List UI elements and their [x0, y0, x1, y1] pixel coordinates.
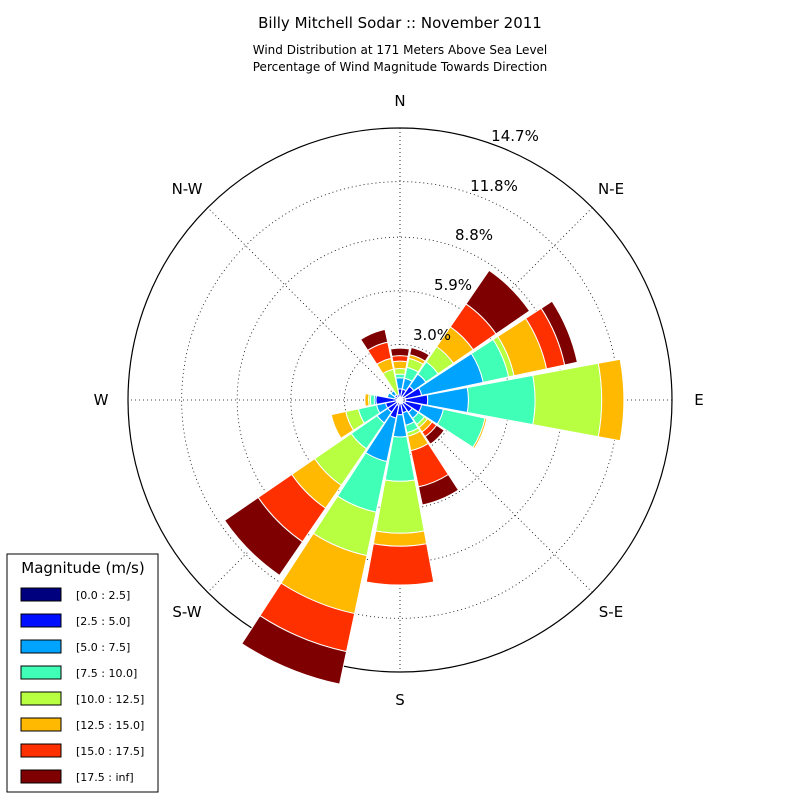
legend-entry-label: [12.5 : 15.0]	[76, 719, 144, 732]
legend-swatch	[20, 691, 62, 706]
legend-entry-label: [5.0 : 7.5]	[76, 641, 130, 654]
windrose-bar-segment	[389, 347, 411, 357]
direction-label: N-W	[172, 180, 203, 198]
direction-label: N-E	[598, 180, 624, 198]
radial-tick-label: 3.0%	[413, 326, 451, 344]
windrose-bar-segment	[330, 410, 355, 439]
windrose-bar-segment	[392, 360, 408, 370]
legend-entry-label: [2.5 : 5.0]	[76, 615, 130, 628]
windrose-bar-segment	[409, 346, 430, 362]
legend-swatch	[20, 613, 62, 628]
legend-entry-label: [0.0 : 2.5]	[76, 589, 130, 602]
legend-swatch	[20, 769, 62, 784]
chart-subtitle-line-2: Percentage of Wind Magnitude Towards Dir…	[253, 60, 547, 74]
windrose-bar-segment	[540, 300, 578, 366]
windrose-bar-segment	[223, 496, 304, 577]
direction-label: S-E	[599, 603, 623, 621]
legend-entry-label: [7.5 : 10.0]	[76, 667, 137, 680]
legend-swatch	[20, 587, 62, 602]
legend-swatch	[20, 665, 62, 680]
legend-swatch	[20, 639, 62, 654]
windrose-bar-segment	[391, 355, 409, 363]
windrose-bar-segment	[372, 530, 428, 547]
windrose-bar-segment	[365, 543, 435, 586]
windrose-bar-segment	[386, 392, 397, 400]
windrose-bars	[223, 269, 625, 685]
legend-title: Magnitude (m/s)	[21, 559, 144, 577]
windrose-bar-segment	[472, 417, 488, 450]
windrose-bar-segment	[465, 269, 531, 335]
windrose-bar-segment	[597, 358, 625, 442]
legend-entry-label: [10.0 : 12.5]	[76, 693, 144, 706]
radial-tick-label: 5.9%	[434, 276, 472, 294]
windrose-bar-segment	[532, 362, 603, 438]
direction-label: S	[395, 691, 405, 709]
legend-swatch	[20, 717, 62, 732]
direction-label: E	[694, 391, 703, 409]
radial-tick-label: 11.8%	[470, 177, 518, 195]
legend: Magnitude (m/s) [0.0 : 2.5] [2.5 : 5.0] [5.…	[6, 553, 159, 793]
axis-labels: 3.0% 5.9% 8.8% 11.8% 14.7% N N-E E S-E S S-W W N-W	[94, 92, 704, 709]
windrose-bar-segment	[364, 393, 370, 407]
windrose-bar-segment	[375, 479, 425, 534]
direction-label: W	[94, 391, 109, 409]
chart-title: Billy Mitchell Sodar :: November 2011	[258, 14, 542, 32]
windrose-bar-segment	[360, 328, 389, 352]
chart-subtitle-line-1: Wind Distribution at 171 Meters Above Se…	[253, 43, 548, 57]
outer-ring	[127, 127, 673, 673]
direction-label: N	[394, 92, 405, 110]
windrose-bar-segment	[424, 424, 445, 445]
windrose-bar-segment	[241, 615, 348, 685]
legend-swatch	[20, 743, 62, 758]
legend-entry-label: [15.0 : 17.5]	[76, 745, 144, 758]
direction-label: S-W	[172, 603, 201, 621]
windrose-bar-segment	[393, 368, 407, 376]
legend-entry-label: [17.5 : inf]	[76, 771, 134, 784]
radial-tick-label: 14.7%	[491, 127, 539, 145]
radial-tick-label: 8.8%	[455, 226, 493, 244]
windrose-bar-segment	[417, 473, 460, 506]
